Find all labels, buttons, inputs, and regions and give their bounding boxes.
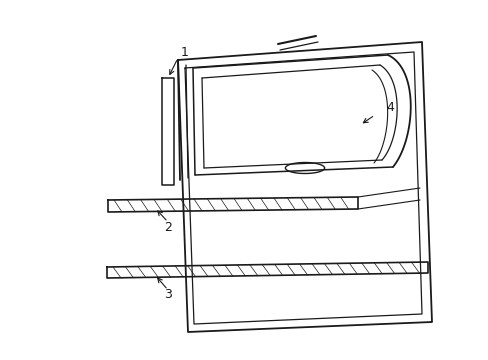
Text: 3: 3 (164, 288, 172, 301)
Text: 2: 2 (164, 221, 172, 234)
Text: 1: 1 (181, 45, 188, 58)
Text: 4: 4 (385, 102, 393, 114)
